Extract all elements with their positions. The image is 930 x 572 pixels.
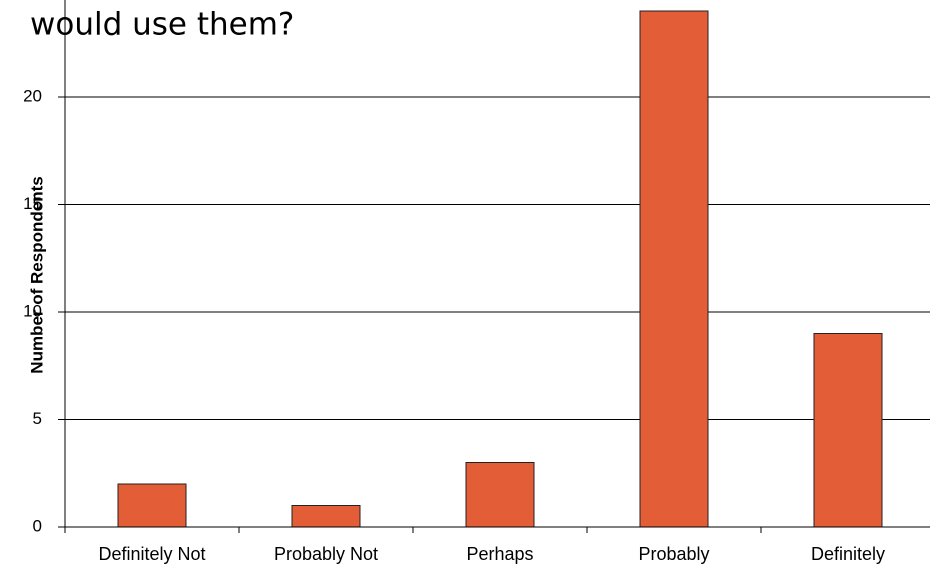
- x-tick-label: Definitely: [811, 544, 885, 564]
- y-tick-label: 10: [23, 301, 42, 320]
- x-tick-label: Definitely Not: [98, 544, 205, 564]
- y-axis-label: Number of Respondents: [27, 176, 46, 373]
- x-tick-label: Probably Not: [274, 544, 378, 564]
- bar: [465, 462, 535, 528]
- y-tick-label: 5: [33, 409, 42, 428]
- x-tick-label: Perhaps: [466, 544, 533, 564]
- bar: [117, 483, 187, 528]
- bar: [291, 505, 361, 528]
- bar: [813, 333, 883, 528]
- bar: [639, 10, 709, 528]
- y-tick-label: 0: [33, 516, 42, 535]
- x-tick-label: Probably: [638, 544, 709, 564]
- y-tick-label: 15: [23, 194, 42, 213]
- chart-title: would use them?: [30, 7, 294, 43]
- y-tick-label: 20: [23, 86, 42, 105]
